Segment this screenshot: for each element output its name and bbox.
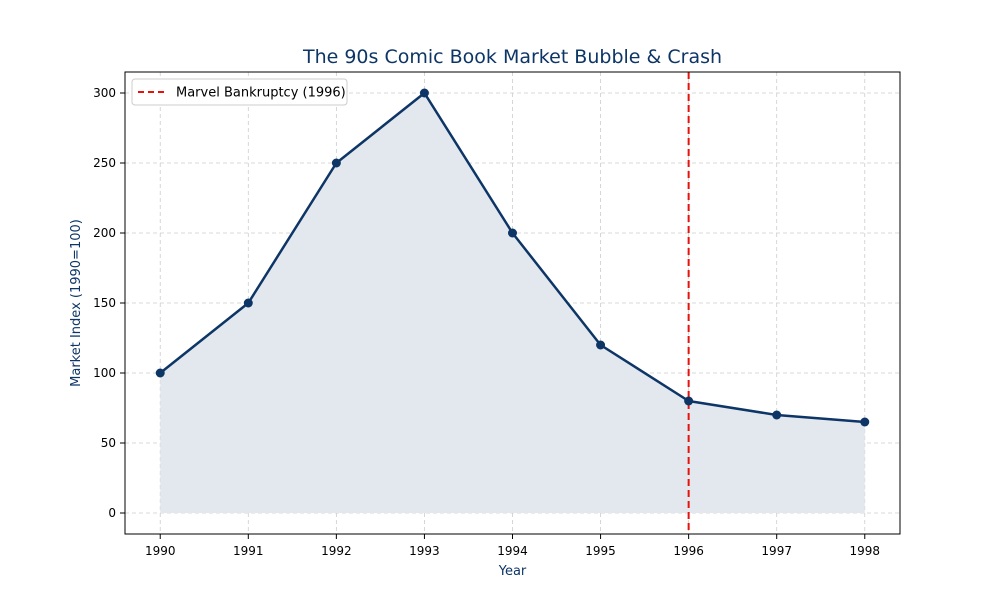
x-tick-label: 1994 (497, 544, 528, 558)
y-tick-label: 50 (101, 436, 116, 450)
x-tick-label: 1991 (233, 544, 264, 558)
y-axis-label: Market Index (1990=100) (69, 219, 84, 387)
y-tick-label: 0 (108, 506, 116, 520)
data-points (155, 88, 870, 427)
x-tick-label: 1992 (321, 544, 352, 558)
legend: Marvel Bankruptcy (1996) (131, 78, 348, 106)
x-ticks: 1990 1991 1992 1993 1994 1995 1996 1997 1998 (145, 534, 880, 558)
y-ticks: 0 50 100 150 200 250 300 (93, 86, 125, 520)
data-point-1991 (243, 298, 253, 308)
data-point-1995 (596, 340, 606, 350)
x-tick-label: 1997 (761, 544, 792, 558)
data-point-1990 (155, 368, 165, 378)
x-tick-label: 1996 (673, 544, 704, 558)
y-tick-label: 250 (93, 156, 116, 170)
legend-label: Marvel Bankruptcy (1996) (176, 86, 346, 101)
data-point-1998 (860, 417, 870, 427)
data-point-1997 (772, 410, 782, 420)
x-tick-label: 1995 (585, 544, 616, 558)
y-tick-label: 150 (93, 296, 116, 310)
legend-box (131, 78, 348, 106)
x-tick-label: 1998 (849, 544, 880, 558)
data-point-1994 (508, 228, 517, 238)
data-point-1993 (419, 88, 429, 98)
y-tick-label: 300 (93, 86, 116, 100)
data-point-1996 (684, 396, 694, 406)
data-point-1992 (331, 158, 341, 168)
x-tick-label: 1990 (145, 544, 176, 558)
x-tick-label: 1993 (409, 544, 440, 558)
y-tick-label: 100 (93, 366, 116, 380)
y-tick-label: 200 (93, 226, 116, 240)
chart-title: The 90s Comic Book Market Bubble & Crash (302, 46, 722, 68)
x-axis-label: Year (498, 564, 527, 579)
